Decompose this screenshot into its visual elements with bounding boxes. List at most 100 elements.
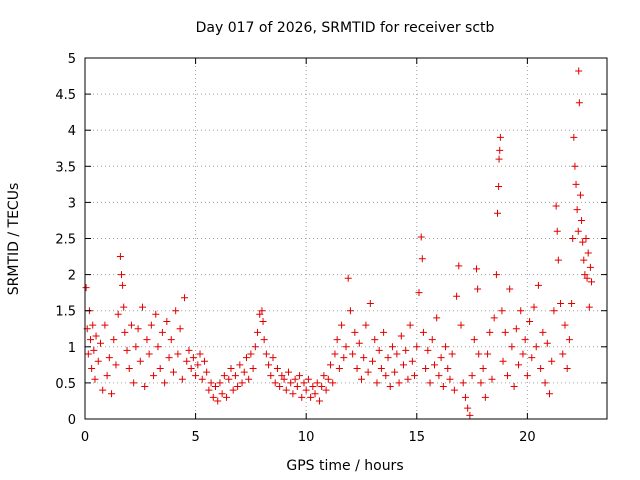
data-point: [331, 350, 339, 358]
y-tick-label: 2.5: [55, 233, 76, 248]
x-tick-labels: 0 5 10 15 20: [81, 430, 536, 445]
data-point: [461, 393, 469, 401]
data-point: [90, 346, 98, 354]
data-point: [526, 318, 534, 326]
data-point: [338, 321, 346, 329]
data-point: [346, 307, 354, 315]
data-point: [318, 383, 326, 391]
data-point: [580, 256, 588, 264]
data-point: [510, 383, 518, 391]
data-point: [550, 307, 558, 315]
data-point: [185, 346, 193, 354]
data-point: [404, 375, 412, 383]
data-point: [430, 361, 438, 369]
x-tick-label: 5: [191, 430, 199, 445]
data-point: [192, 372, 200, 380]
data-point: [517, 307, 525, 315]
data-point: [435, 372, 443, 380]
data-point: [428, 336, 436, 344]
data-point: [475, 350, 483, 358]
data-point: [169, 368, 177, 376]
data-point: [132, 343, 140, 351]
data-point: [455, 262, 463, 270]
data-point: [539, 328, 547, 336]
data-point: [309, 383, 317, 391]
data-point: [548, 357, 556, 365]
data-point: [315, 397, 323, 405]
data-point: [121, 328, 129, 336]
data-point: [362, 321, 370, 329]
data-point: [223, 393, 231, 401]
data-point: [579, 238, 587, 246]
data-point: [473, 265, 480, 273]
data-point: [134, 325, 142, 333]
data-point: [291, 375, 299, 383]
data-point: [450, 386, 458, 394]
data-point: [537, 364, 545, 372]
data-point: [442, 343, 450, 351]
data-point: [391, 368, 399, 376]
data-point: [196, 350, 204, 358]
data-point: [296, 372, 304, 380]
data-point: [557, 299, 565, 307]
data-point: [251, 343, 259, 351]
data-point: [220, 372, 228, 380]
data-point: [103, 372, 111, 380]
data-point: [433, 314, 441, 322]
data-point: [563, 364, 571, 372]
data-point: [561, 321, 569, 329]
data-point: [588, 278, 596, 286]
data-point: [572, 180, 580, 188]
data-point: [273, 364, 281, 372]
data-point: [446, 375, 454, 383]
data-point: [569, 235, 577, 242]
data-point: [541, 379, 549, 387]
data-point: [545, 390, 553, 398]
data-point: [335, 364, 343, 372]
y-tick-label: 1.5: [55, 305, 76, 320]
data-point: [304, 375, 312, 383]
data-point: [393, 350, 401, 358]
data-point: [302, 386, 310, 394]
x-tick-label: 10: [298, 430, 315, 445]
data-point: [333, 336, 341, 344]
data-point: [324, 375, 332, 383]
y-tick-label: 3.5: [55, 160, 76, 175]
data-point: [242, 354, 250, 362]
data-point: [322, 386, 330, 394]
data-point: [382, 372, 390, 380]
data-point: [488, 375, 496, 383]
data-point: [256, 310, 264, 318]
data-points: [82, 67, 596, 419]
data-point: [553, 227, 561, 235]
data-point: [189, 354, 197, 362]
data-point: [214, 397, 222, 405]
data-point: [574, 227, 582, 235]
data-point: [523, 372, 531, 380]
data-point: [422, 364, 430, 372]
data-point: [150, 372, 158, 380]
data-point: [165, 354, 173, 362]
data-point: [353, 364, 361, 372]
data-point: [406, 321, 414, 329]
data-point: [554, 256, 562, 264]
data-point: [92, 332, 100, 340]
data-point: [158, 328, 166, 336]
data-point: [584, 249, 592, 257]
data-point: [501, 328, 509, 336]
y-tick-label: 4: [68, 124, 76, 139]
data-point: [207, 379, 215, 387]
data-point: [503, 372, 511, 380]
y-tick-label: 3: [68, 196, 76, 211]
data-point: [477, 379, 485, 387]
data-point: [84, 350, 92, 358]
data-point: [479, 364, 487, 372]
data-point: [161, 379, 169, 387]
data-point: [127, 321, 135, 329]
data-point: [568, 299, 576, 307]
data-point: [271, 379, 279, 387]
data-point: [357, 375, 365, 383]
data-point: [578, 216, 586, 224]
data-point: [278, 372, 286, 380]
